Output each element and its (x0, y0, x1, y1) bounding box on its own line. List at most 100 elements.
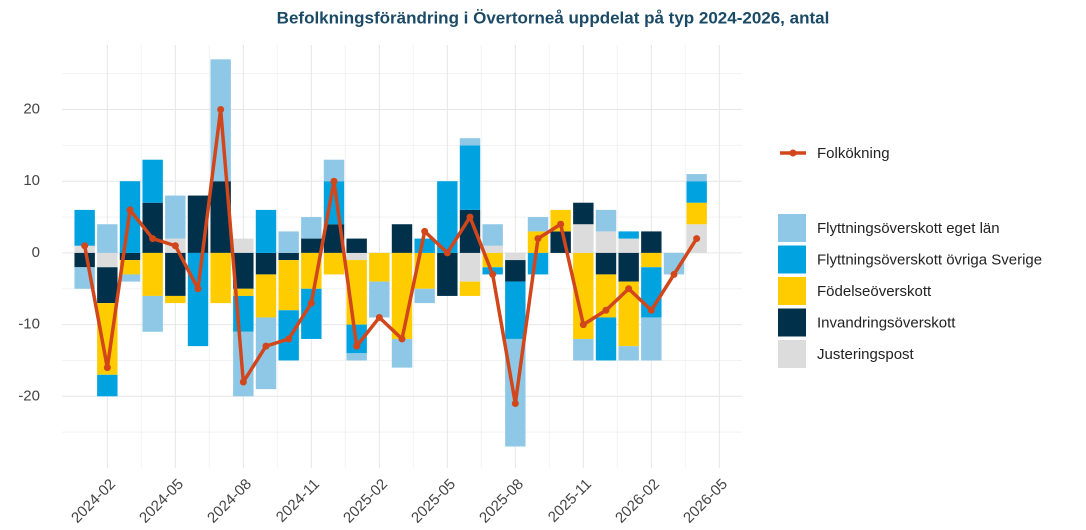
bar-segment (527, 252, 549, 275)
y-tick-label: 0 (32, 244, 40, 261)
line-point (489, 270, 497, 278)
bar-segment (323, 159, 345, 182)
x-tick-label: 2026-05 (680, 476, 731, 527)
line-point (262, 342, 270, 350)
y-tick-label: 20 (23, 100, 40, 117)
legend-swatch (778, 277, 806, 305)
line-point (217, 106, 225, 114)
line-point (375, 313, 383, 321)
bar-segment (641, 231, 662, 253)
x-tick-label: 2024-08 (204, 476, 255, 527)
y-tick-label: -10 (18, 316, 40, 333)
bar-segment (74, 209, 95, 246)
bar-segment (641, 317, 662, 361)
bar-segment (618, 346, 639, 361)
bar-segment (119, 252, 141, 261)
line-point (398, 335, 406, 343)
line-point (194, 285, 202, 293)
bar-segment (459, 138, 481, 146)
line-point (126, 206, 134, 214)
bar-segment (686, 202, 707, 225)
x-tick-label: 2025-08 (476, 476, 527, 527)
legend-label: Folkökning (817, 145, 890, 162)
bar-segment (414, 238, 435, 253)
bar-segment (482, 224, 503, 246)
bar-segment (97, 267, 118, 304)
x-tick-label: 2025-02 (340, 476, 391, 527)
bar-segment (233, 288, 254, 296)
line-point (285, 335, 293, 343)
legend-label: Födelseöverskott (817, 283, 932, 300)
bar-segment (573, 338, 594, 361)
bar-segment (187, 252, 209, 347)
bar-segment (573, 224, 594, 253)
line-point (81, 242, 89, 250)
bar-segment (142, 159, 163, 203)
line-point (443, 249, 451, 257)
bar-segment (686, 174, 707, 182)
bar-segment (278, 260, 299, 311)
line-point (149, 235, 157, 243)
line-point (466, 213, 474, 221)
x-tick-label: 2024-11 (273, 476, 323, 526)
bar-segment (505, 252, 526, 261)
bar-segment (459, 209, 481, 253)
bar-segment (459, 281, 481, 296)
bar-segment (618, 238, 639, 253)
bar-segment (391, 224, 413, 253)
bar-segment (527, 217, 549, 232)
x-tick-label: 2024-05 (136, 476, 187, 527)
bar-segment (323, 224, 345, 253)
chart-title: Befolkningsförändring i Övertorneå uppde… (277, 8, 830, 27)
line-point (693, 235, 701, 243)
line-point (625, 285, 633, 293)
bar-segment (142, 295, 163, 332)
bar-segment (233, 238, 254, 253)
bar-segment (301, 288, 322, 339)
bar-segment (505, 260, 526, 282)
bar-segment (573, 252, 594, 339)
bar-segment (618, 252, 639, 282)
line-point (421, 227, 429, 235)
line-point (353, 342, 361, 350)
bar-segment (165, 195, 186, 239)
bar-segment (369, 252, 390, 282)
bar-segment (301, 217, 322, 239)
bar-segment (595, 231, 617, 253)
bar-segment (573, 202, 594, 225)
line (82, 107, 699, 406)
line-point (511, 399, 519, 407)
legend-label: Flyttningsöverskott eget län (817, 220, 1000, 237)
x-tick-label: 2026-02 (612, 476, 663, 527)
bar-segment (278, 231, 299, 253)
line-point (670, 270, 678, 278)
bar-segment (278, 252, 299, 261)
y-tick-label: -20 (18, 387, 40, 404)
legend-label: Invandringsöverskott (817, 314, 956, 331)
bar-segment (255, 209, 277, 253)
line-point (602, 306, 610, 314)
bar-segment (346, 238, 367, 253)
bar-segment (459, 252, 481, 282)
line-point (647, 306, 655, 314)
line-point (534, 235, 542, 243)
x-tick-label: 2024-02 (68, 476, 119, 527)
line-point (171, 242, 179, 250)
bar-segment (686, 181, 707, 203)
bar-segment (595, 209, 617, 232)
bar-segment (255, 317, 277, 390)
bar-segment (210, 252, 231, 304)
line-point (330, 177, 338, 185)
bar-segment (119, 274, 141, 282)
x-tick-label: 2025-11 (545, 476, 595, 526)
bar-segment (414, 288, 435, 304)
bar-segment (165, 252, 186, 296)
legend-swatch (778, 308, 806, 337)
legend-label: Justeringspost (817, 346, 915, 363)
bar-segment (278, 310, 299, 361)
bar-segment (391, 252, 413, 339)
legend-point (789, 149, 797, 157)
bar-segment (437, 181, 458, 253)
bar-segment (346, 353, 367, 361)
